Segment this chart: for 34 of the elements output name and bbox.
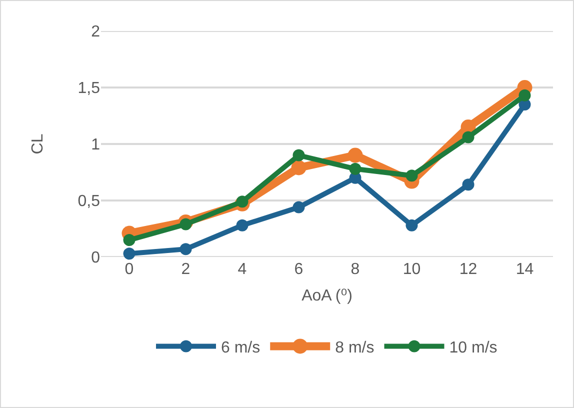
x-tick-label: 14 (516, 261, 534, 278)
point (349, 162, 362, 175)
point (180, 243, 192, 256)
y-tick-label: 0 (91, 250, 100, 267)
point (291, 160, 306, 176)
point (123, 248, 136, 260)
point (348, 148, 363, 163)
point (236, 219, 248, 232)
point (236, 196, 248, 208)
x-tick-label: 0 (124, 261, 134, 278)
point (462, 131, 474, 144)
point (462, 178, 474, 191)
x-tick-label: 10 (402, 261, 421, 278)
y-tick-label: 1 (91, 136, 100, 154)
point (406, 219, 418, 232)
y-axis-title: CL (30, 134, 47, 154)
point (180, 218, 192, 230)
legend-label: 8 m/s (335, 339, 374, 356)
y-tick-label: 2 (91, 24, 100, 41)
y-tick-label: 0,5 (78, 193, 100, 210)
point (292, 149, 305, 162)
point (518, 89, 531, 102)
legend-label: 6 m/s (221, 339, 260, 356)
x-tick-label: 6 (294, 261, 304, 278)
x-axis-title: AoA (⁰) (302, 288, 352, 305)
x-tick-label: 12 (459, 261, 478, 278)
legend-label: 10 m/s (449, 339, 498, 356)
point (123, 234, 136, 246)
x-tick-label: 2 (181, 261, 190, 278)
point (406, 170, 418, 182)
x-tick-label: 4 (238, 261, 247, 278)
point (292, 201, 305, 214)
x-tick-label: 8 (350, 261, 360, 278)
y-tick-label: 1,5 (78, 80, 100, 98)
